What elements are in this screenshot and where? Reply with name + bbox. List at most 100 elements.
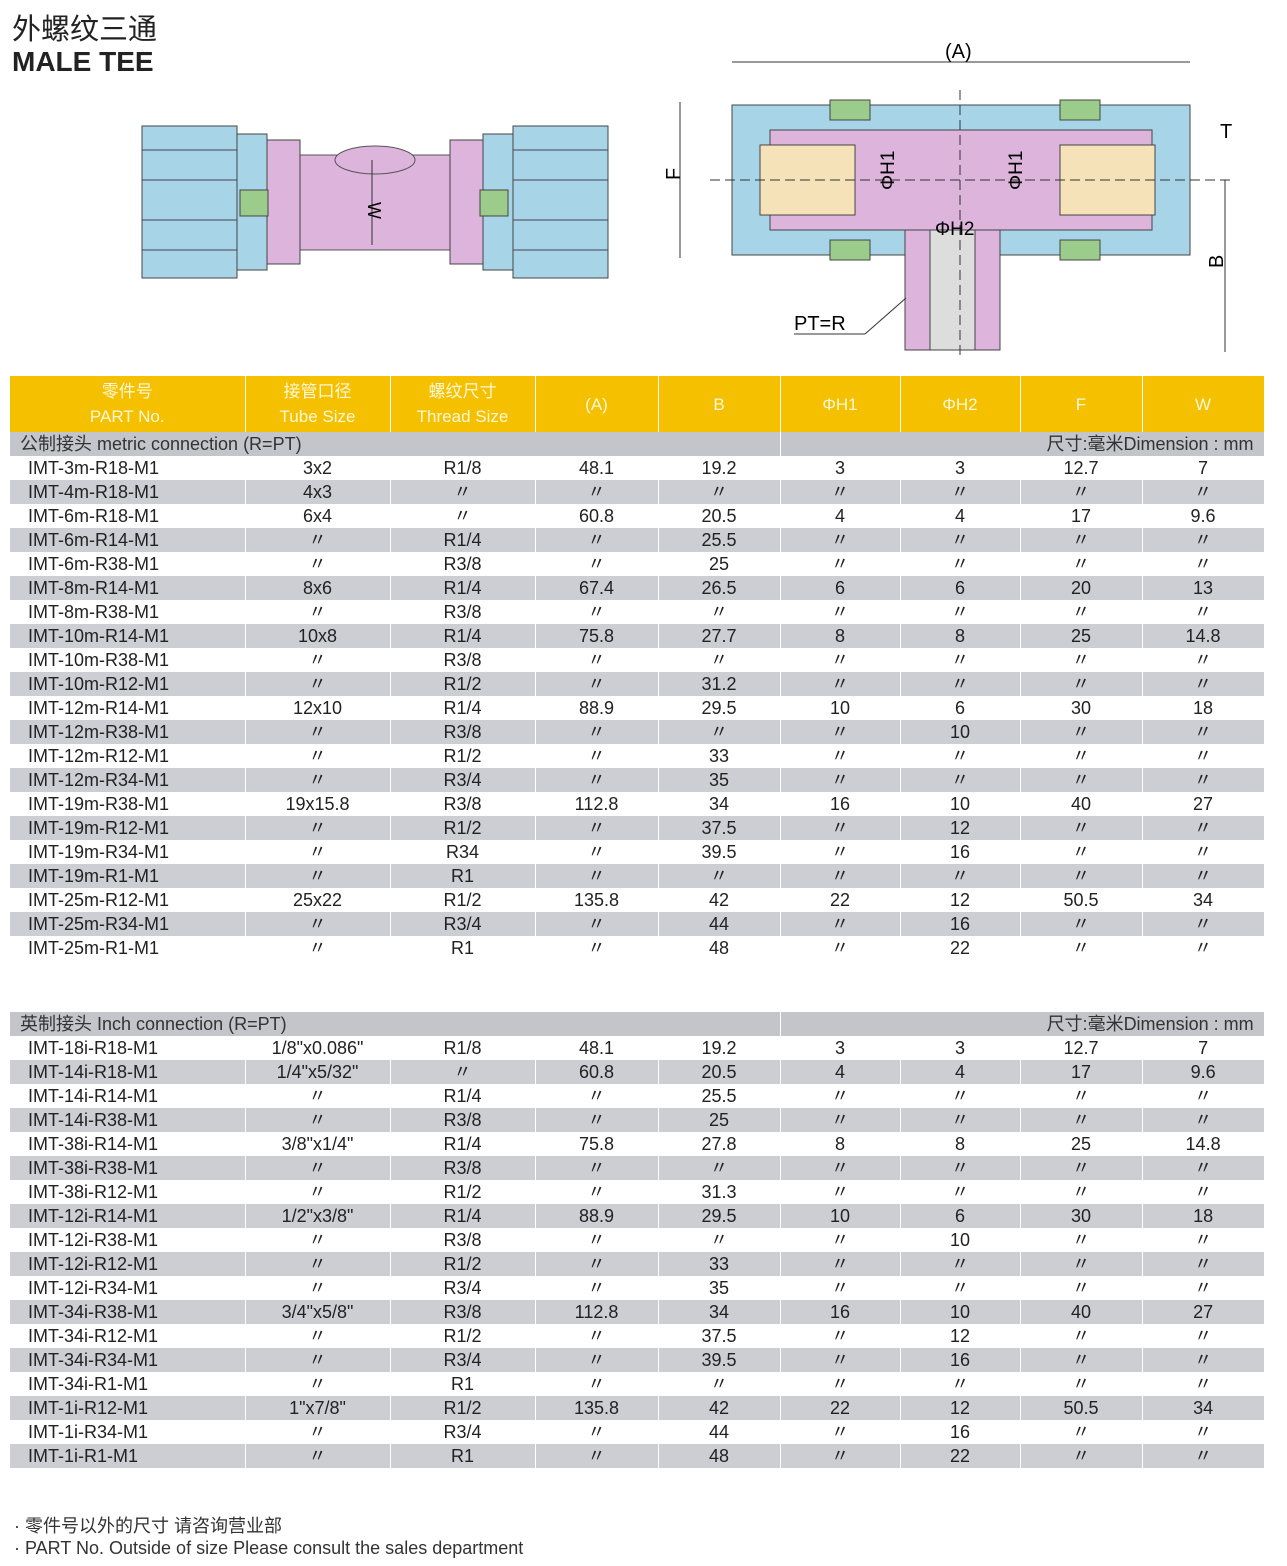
table-cell: 〃 bbox=[1020, 768, 1143, 792]
table-cell: 18 bbox=[1142, 696, 1265, 720]
table-cell: 〃 bbox=[245, 528, 391, 552]
table-cell: 9.6 bbox=[1142, 1060, 1265, 1084]
table-cell: 30 bbox=[1020, 696, 1143, 720]
table-cell: 10 bbox=[900, 720, 1021, 744]
table-cell: 8 bbox=[780, 1132, 901, 1156]
table-cell: 16 bbox=[900, 1348, 1021, 1372]
table-cell: 25.5 bbox=[658, 528, 781, 552]
table-cell: 〃 bbox=[1020, 864, 1143, 888]
table-cell: 〃 bbox=[900, 1156, 1021, 1180]
table-cell: 〃 bbox=[535, 1180, 659, 1204]
label-pt: PT=R bbox=[794, 313, 846, 335]
table-cell: IMT-12m-R14-M1 bbox=[10, 696, 246, 720]
top-view-drawing: W bbox=[141, 125, 609, 279]
title-cn: 外螺纹三通 bbox=[12, 14, 158, 46]
table-cell: 88.9 bbox=[535, 1204, 659, 1228]
inch-table: 英制接头 Inch connection (R=PT) 尺寸:毫米Dimensio… bbox=[10, 1012, 1265, 1468]
table-cell: 〃 bbox=[900, 1276, 1021, 1300]
table-cell: 〃 bbox=[780, 840, 901, 864]
table-cell: IMT-19m-R12-M1 bbox=[10, 816, 246, 840]
table-cell: 〃 bbox=[780, 1108, 901, 1132]
section-header: 英制接头 Inch connection (R=PT) 尺寸:毫米Dimensio… bbox=[10, 1012, 1265, 1036]
table-cell: 44 bbox=[658, 912, 781, 936]
table-cell: R1/4 bbox=[390, 528, 536, 552]
table-row: IMT-10m-R14-M1 10x8 R1/4 75.8 27.7 8 8 25 14.8 bbox=[10, 624, 1265, 648]
table-cell: 10 bbox=[900, 1228, 1021, 1252]
table-cell: 〃 bbox=[390, 504, 536, 528]
table-cell: 20 bbox=[1020, 576, 1143, 600]
table-row: IMT-6m-R18-M1 6x4 〃 60.8 20.5 4 4 17 9.6 bbox=[10, 504, 1265, 528]
table-cell: 〃 bbox=[535, 864, 659, 888]
table-cell: IMT-1i-R12-M1 bbox=[10, 1396, 246, 1420]
table-row: IMT-14i-R38-M1 〃 R3/8 〃 25 〃〃〃〃 bbox=[10, 1108, 1265, 1132]
table-cell: 27.7 bbox=[658, 624, 781, 648]
table-cell: 〃 bbox=[780, 912, 901, 936]
table-cell: 〃 bbox=[900, 1108, 1021, 1132]
unit-label: 尺寸:毫米Dimension : mm bbox=[780, 432, 1265, 456]
table-cell: 88.9 bbox=[535, 696, 659, 720]
table-row: IMT-12i-R34-M1 〃 R3/4 〃 35 〃〃〃〃 bbox=[10, 1276, 1265, 1300]
table-cell: 22 bbox=[900, 1444, 1021, 1468]
table-row: IMT-8m-R14-M1 8x6 R1/4 67.4 26.5 6 6 20 13 bbox=[10, 576, 1265, 600]
table-cell: R3/8 bbox=[390, 720, 536, 744]
table-cell: 6 bbox=[900, 696, 1021, 720]
label-a: (A) bbox=[945, 41, 972, 63]
table-cell: 42 bbox=[658, 1396, 781, 1420]
table-cell: 〃 bbox=[245, 1324, 391, 1348]
table-cell: 3x2 bbox=[245, 456, 391, 480]
table-cell: 〃 bbox=[245, 672, 391, 696]
table-cell: 16 bbox=[780, 1300, 901, 1324]
table-row: IMT-38i-R12-M1 〃 R1/2 〃 31.3 〃〃〃〃 bbox=[10, 1180, 1265, 1204]
table-cell: 〃 bbox=[245, 1180, 391, 1204]
table-row: IMT-8m-R38-M1 〃 R3/8 〃〃〃〃〃〃 bbox=[10, 600, 1265, 624]
table-cell: 〃 bbox=[780, 864, 901, 888]
table-cell: 31.3 bbox=[658, 1180, 781, 1204]
table-cell: 〃 bbox=[1142, 744, 1265, 768]
table-cell: 〃 bbox=[1142, 480, 1265, 504]
table-cell: 〃 bbox=[535, 1372, 659, 1396]
table-cell: 16 bbox=[780, 792, 901, 816]
table-cell: 60.8 bbox=[535, 504, 659, 528]
table-cell: 〃 bbox=[1020, 600, 1143, 624]
table-cell: 〃 bbox=[1020, 528, 1143, 552]
table-row: IMT-10m-R38-M1 〃 R3/8 〃〃〃〃〃〃 bbox=[10, 648, 1265, 672]
table-cell: 3 bbox=[780, 1036, 901, 1060]
table-cell: 〃 bbox=[1142, 1420, 1265, 1444]
table-row: IMT-12m-R34-M1 〃 R3/4 〃 35 〃〃〃〃 bbox=[10, 768, 1265, 792]
table-row: IMT-34i-R1-M1 〃 R1 〃〃〃〃〃〃 bbox=[10, 1372, 1265, 1396]
table-row: IMT-12m-R38-M1 〃 R3/8 〃〃〃 10 〃〃 bbox=[10, 720, 1265, 744]
header-text: ΦH1 bbox=[822, 394, 858, 414]
table-cell: 〃 bbox=[535, 1444, 659, 1468]
table-cell: 〃 bbox=[1142, 840, 1265, 864]
table-cell: R1/4 bbox=[390, 696, 536, 720]
table-cell: 〃 bbox=[1142, 864, 1265, 888]
table-cell: 〃 bbox=[245, 744, 391, 768]
table-cell: 48.1 bbox=[535, 1036, 659, 1060]
table-cell: 〃 bbox=[780, 1252, 901, 1276]
label-t: T bbox=[1220, 121, 1232, 143]
table-cell: 3 bbox=[780, 456, 901, 480]
table-cell: 6 bbox=[900, 1204, 1021, 1228]
table-cell: 25 bbox=[1020, 624, 1143, 648]
table-row: IMT-1i-R34-M1 〃 R3/4 〃 44 〃 16 〃〃 bbox=[10, 1420, 1265, 1444]
table-cell: IMT-34i-R34-M1 bbox=[10, 1348, 246, 1372]
table-cell: IMT-6m-R38-M1 bbox=[10, 552, 246, 576]
table-cell: 〃 bbox=[658, 600, 781, 624]
header-text: (A) bbox=[585, 394, 608, 414]
table-cell: 29.5 bbox=[658, 696, 781, 720]
table-cell: 〃 bbox=[535, 840, 659, 864]
table-row: IMT-19m-R38-M1 19x15.8 R3/8 112.8 34 16 10 40 27 bbox=[10, 792, 1265, 816]
table-cell: 〃 bbox=[1142, 528, 1265, 552]
table-cell: 〃 bbox=[780, 600, 901, 624]
table-cell: 〃 bbox=[1020, 1444, 1143, 1468]
table-cell: IMT-3m-R18-M1 bbox=[10, 456, 246, 480]
table-cell: 20.5 bbox=[658, 504, 781, 528]
table-cell: 27 bbox=[1142, 792, 1265, 816]
header-text: ΦH2 bbox=[942, 394, 978, 414]
label-h2: ΦH2 bbox=[935, 219, 974, 240]
table-cell: 33 bbox=[658, 1252, 781, 1276]
table-cell: 〃 bbox=[245, 1444, 391, 1468]
column-header: 螺纹尺寸 Thread Size bbox=[390, 376, 536, 432]
table-cell: 〃 bbox=[780, 1372, 901, 1396]
